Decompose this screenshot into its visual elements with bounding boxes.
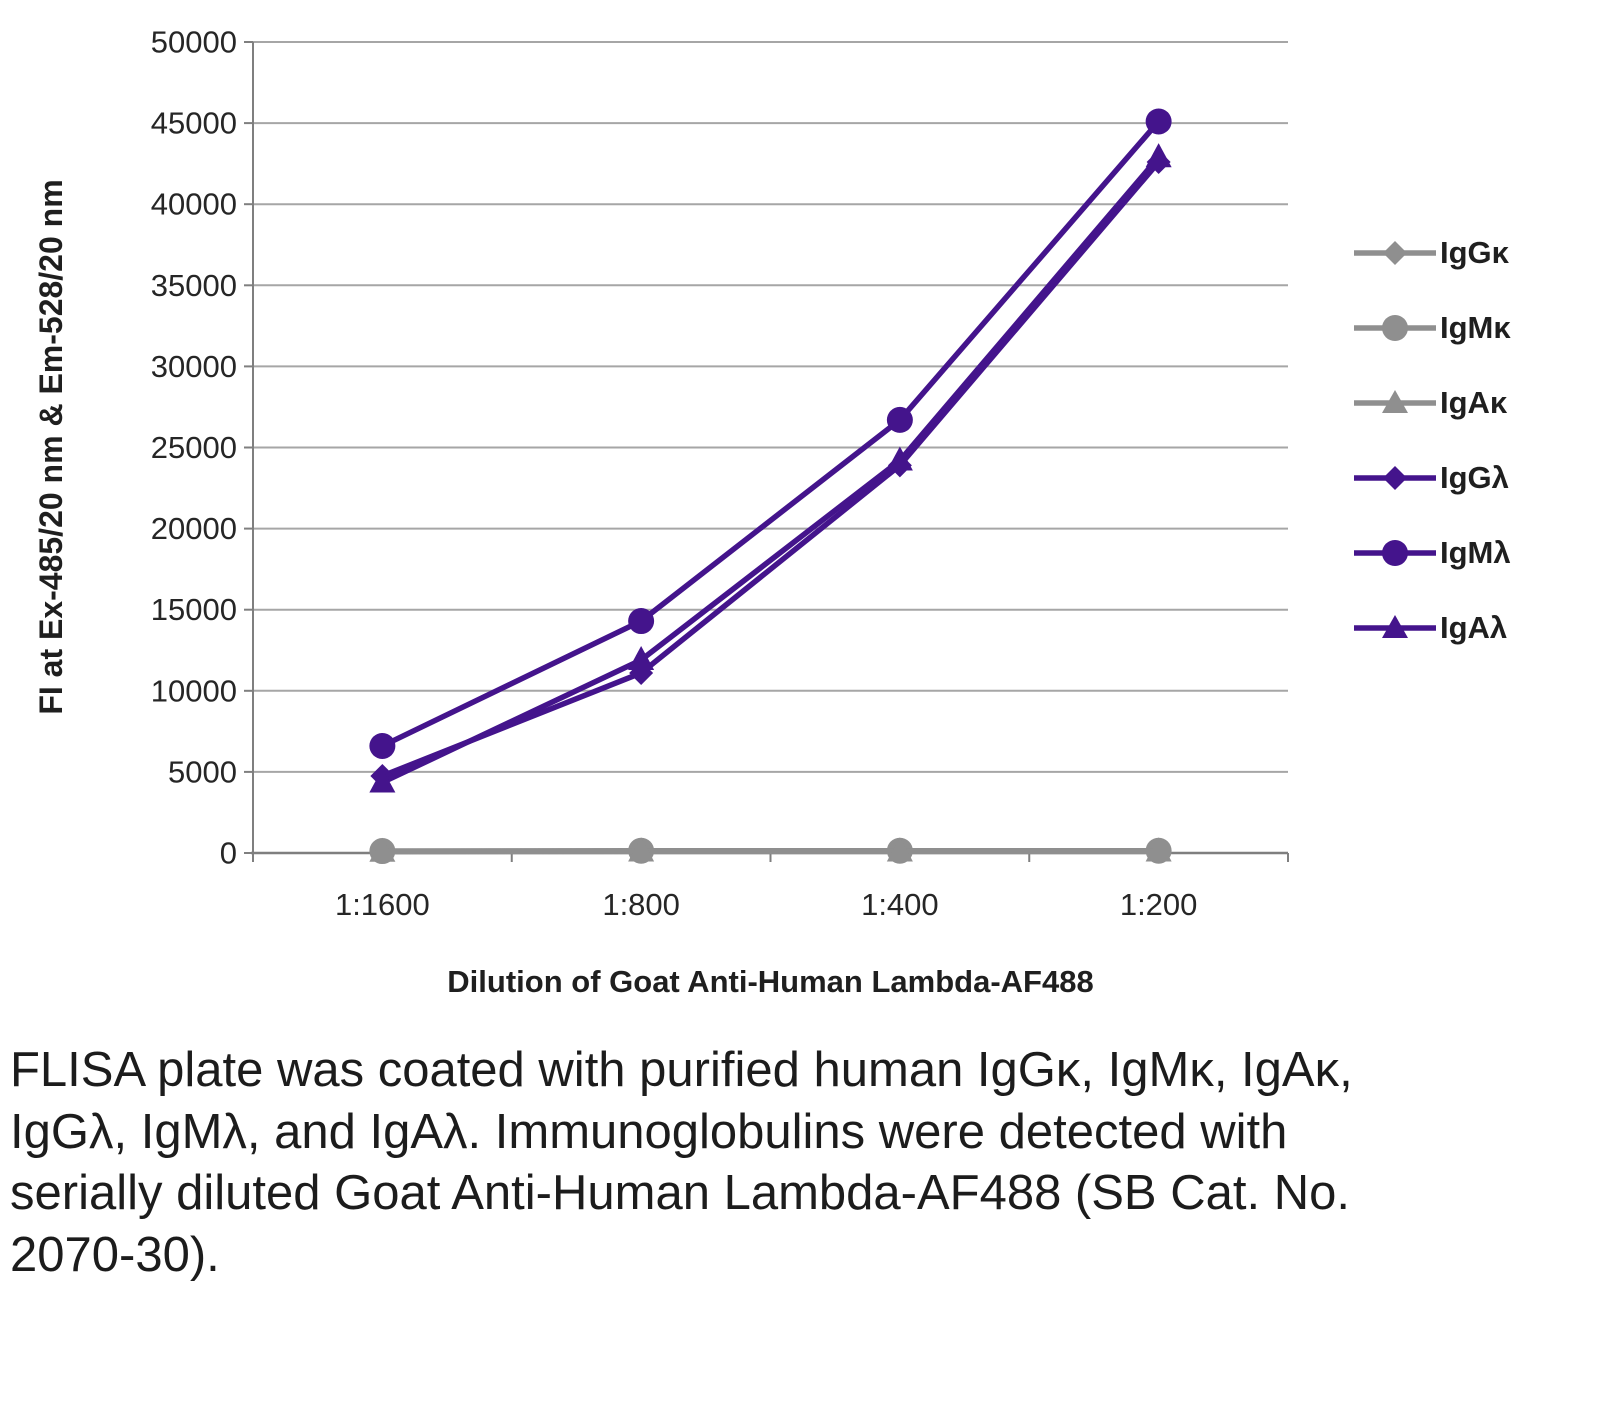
- y-tick-label: 40000: [151, 187, 237, 222]
- series-line-4: [381, 119, 1161, 749]
- legend-marker-triangle-icon: [1354, 615, 1436, 638]
- series-marker-4-3: [1145, 108, 1172, 135]
- legend-marker-diamond-icon: [1354, 241, 1436, 265]
- y-tick-label: 0: [220, 836, 237, 871]
- x-tick-label: 1:400: [861, 887, 939, 922]
- series-marker-4-2: [886, 406, 913, 433]
- legend-marker-diamond-icon: [1354, 466, 1436, 490]
- y-tick-label: 10000: [151, 673, 237, 708]
- series-line-3: [381, 160, 1161, 779]
- series-marker-5-1: [628, 645, 655, 671]
- y-tick-label: 25000: [151, 430, 237, 465]
- figure-caption: FLISA plate was coated with purified hum…: [10, 1043, 1353, 1283]
- legend-label: IgAκ: [1440, 385, 1508, 420]
- series-line-5: [381, 155, 1161, 785]
- legend-label: IgGκ: [1440, 235, 1509, 270]
- legend-item-1: IgMκ: [1352, 310, 1511, 345]
- y-tick-label: 45000: [151, 106, 237, 141]
- chart-canvas: 0 5000 10000 15000 20000 25000 30000 35000 40000…: [33, 25, 1289, 999]
- y-tick-label: 20000: [151, 511, 237, 546]
- legend-marker-circle-icon: [1354, 315, 1436, 341]
- series-marker-4-1: [628, 608, 655, 635]
- legend-label: IgGλ: [1440, 460, 1509, 495]
- legend-label: IgMλ: [1440, 535, 1511, 570]
- legend-item-0: IgGκ: [1352, 235, 1511, 270]
- legend-item-2: IgAκ: [1352, 385, 1511, 420]
- legend-item-3: IgGλ: [1352, 460, 1511, 495]
- series-marker-2-2: [886, 837, 913, 862]
- y-tick-label: 50000: [151, 25, 237, 60]
- y-tick-label: 30000: [151, 349, 237, 384]
- series-marker-5-0: [369, 768, 396, 793]
- y-axis-title: FI at Ex-485/20 nm & Em-528/20 nm: [33, 179, 69, 714]
- y-tick-label: 5000: [168, 754, 237, 789]
- x-tick-label: 1:1600: [335, 887, 430, 922]
- legend-item-4: IgMλ: [1352, 535, 1511, 570]
- legend-label: IgMκ: [1440, 310, 1511, 345]
- y-tick-label: 15000: [151, 592, 237, 627]
- legend-marker-circle-icon: [1354, 540, 1436, 566]
- legend-marker-triangle-icon: [1354, 390, 1436, 413]
- x-tick-label: 1:200: [1120, 887, 1198, 922]
- x-tick-label: 1:800: [602, 887, 680, 922]
- series-marker-2-3: [1145, 837, 1172, 862]
- series-marker-2-1: [628, 837, 655, 862]
- chart-legend: IgGκ IgMκ IgAκ IgGλ IgMλ IgAλ: [1352, 235, 1511, 645]
- series-marker-5-2: [886, 446, 913, 471]
- series-marker-5-3: [1145, 143, 1172, 168]
- legend-label: IgAλ: [1440, 610, 1508, 645]
- series-marker-4-0: [369, 732, 396, 759]
- series-marker-2-0: [369, 837, 396, 862]
- x-axis-title: Dilution of Goat Anti-Human Lambda-AF488: [447, 964, 1093, 999]
- flisa-line-chart: 0 5000 10000 15000 20000 25000 30000 35000 40000…: [33, 25, 1511, 1000]
- legend-item-5: IgAλ: [1352, 610, 1511, 645]
- y-tick-label: 35000: [151, 268, 237, 303]
